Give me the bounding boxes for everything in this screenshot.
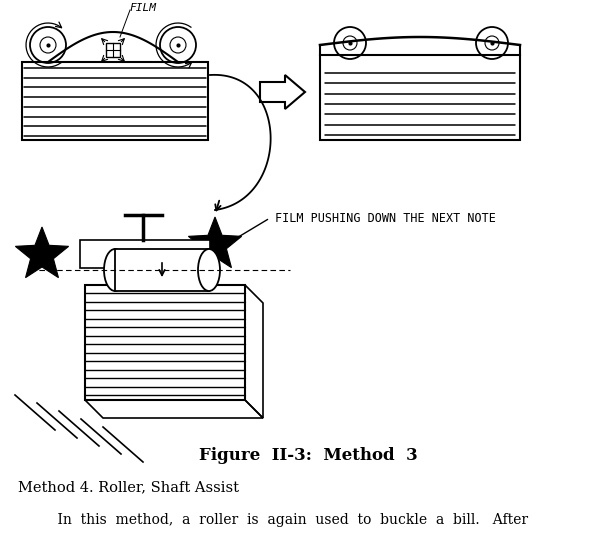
Polygon shape bbox=[15, 227, 68, 278]
Ellipse shape bbox=[198, 249, 220, 291]
Text: Method 4. Roller, Shaft Assist: Method 4. Roller, Shaft Assist bbox=[18, 480, 239, 494]
Text: FILM: FILM bbox=[130, 3, 157, 13]
Polygon shape bbox=[106, 43, 120, 57]
Text: In  this  method,  a  roller  is  again  used  to  buckle  a  bill.   After: In this method, a roller is again used t… bbox=[40, 513, 528, 527]
Text: Figure  II-3:  Method  3: Figure II-3: Method 3 bbox=[198, 447, 418, 464]
Polygon shape bbox=[188, 217, 241, 268]
Polygon shape bbox=[115, 249, 209, 291]
Ellipse shape bbox=[104, 249, 126, 291]
Polygon shape bbox=[80, 240, 210, 268]
Text: FILM PUSHING DOWN THE NEXT NOTE: FILM PUSHING DOWN THE NEXT NOTE bbox=[275, 211, 496, 225]
